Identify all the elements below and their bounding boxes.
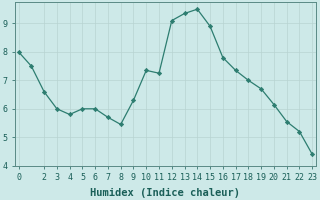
- X-axis label: Humidex (Indice chaleur): Humidex (Indice chaleur): [90, 188, 240, 198]
